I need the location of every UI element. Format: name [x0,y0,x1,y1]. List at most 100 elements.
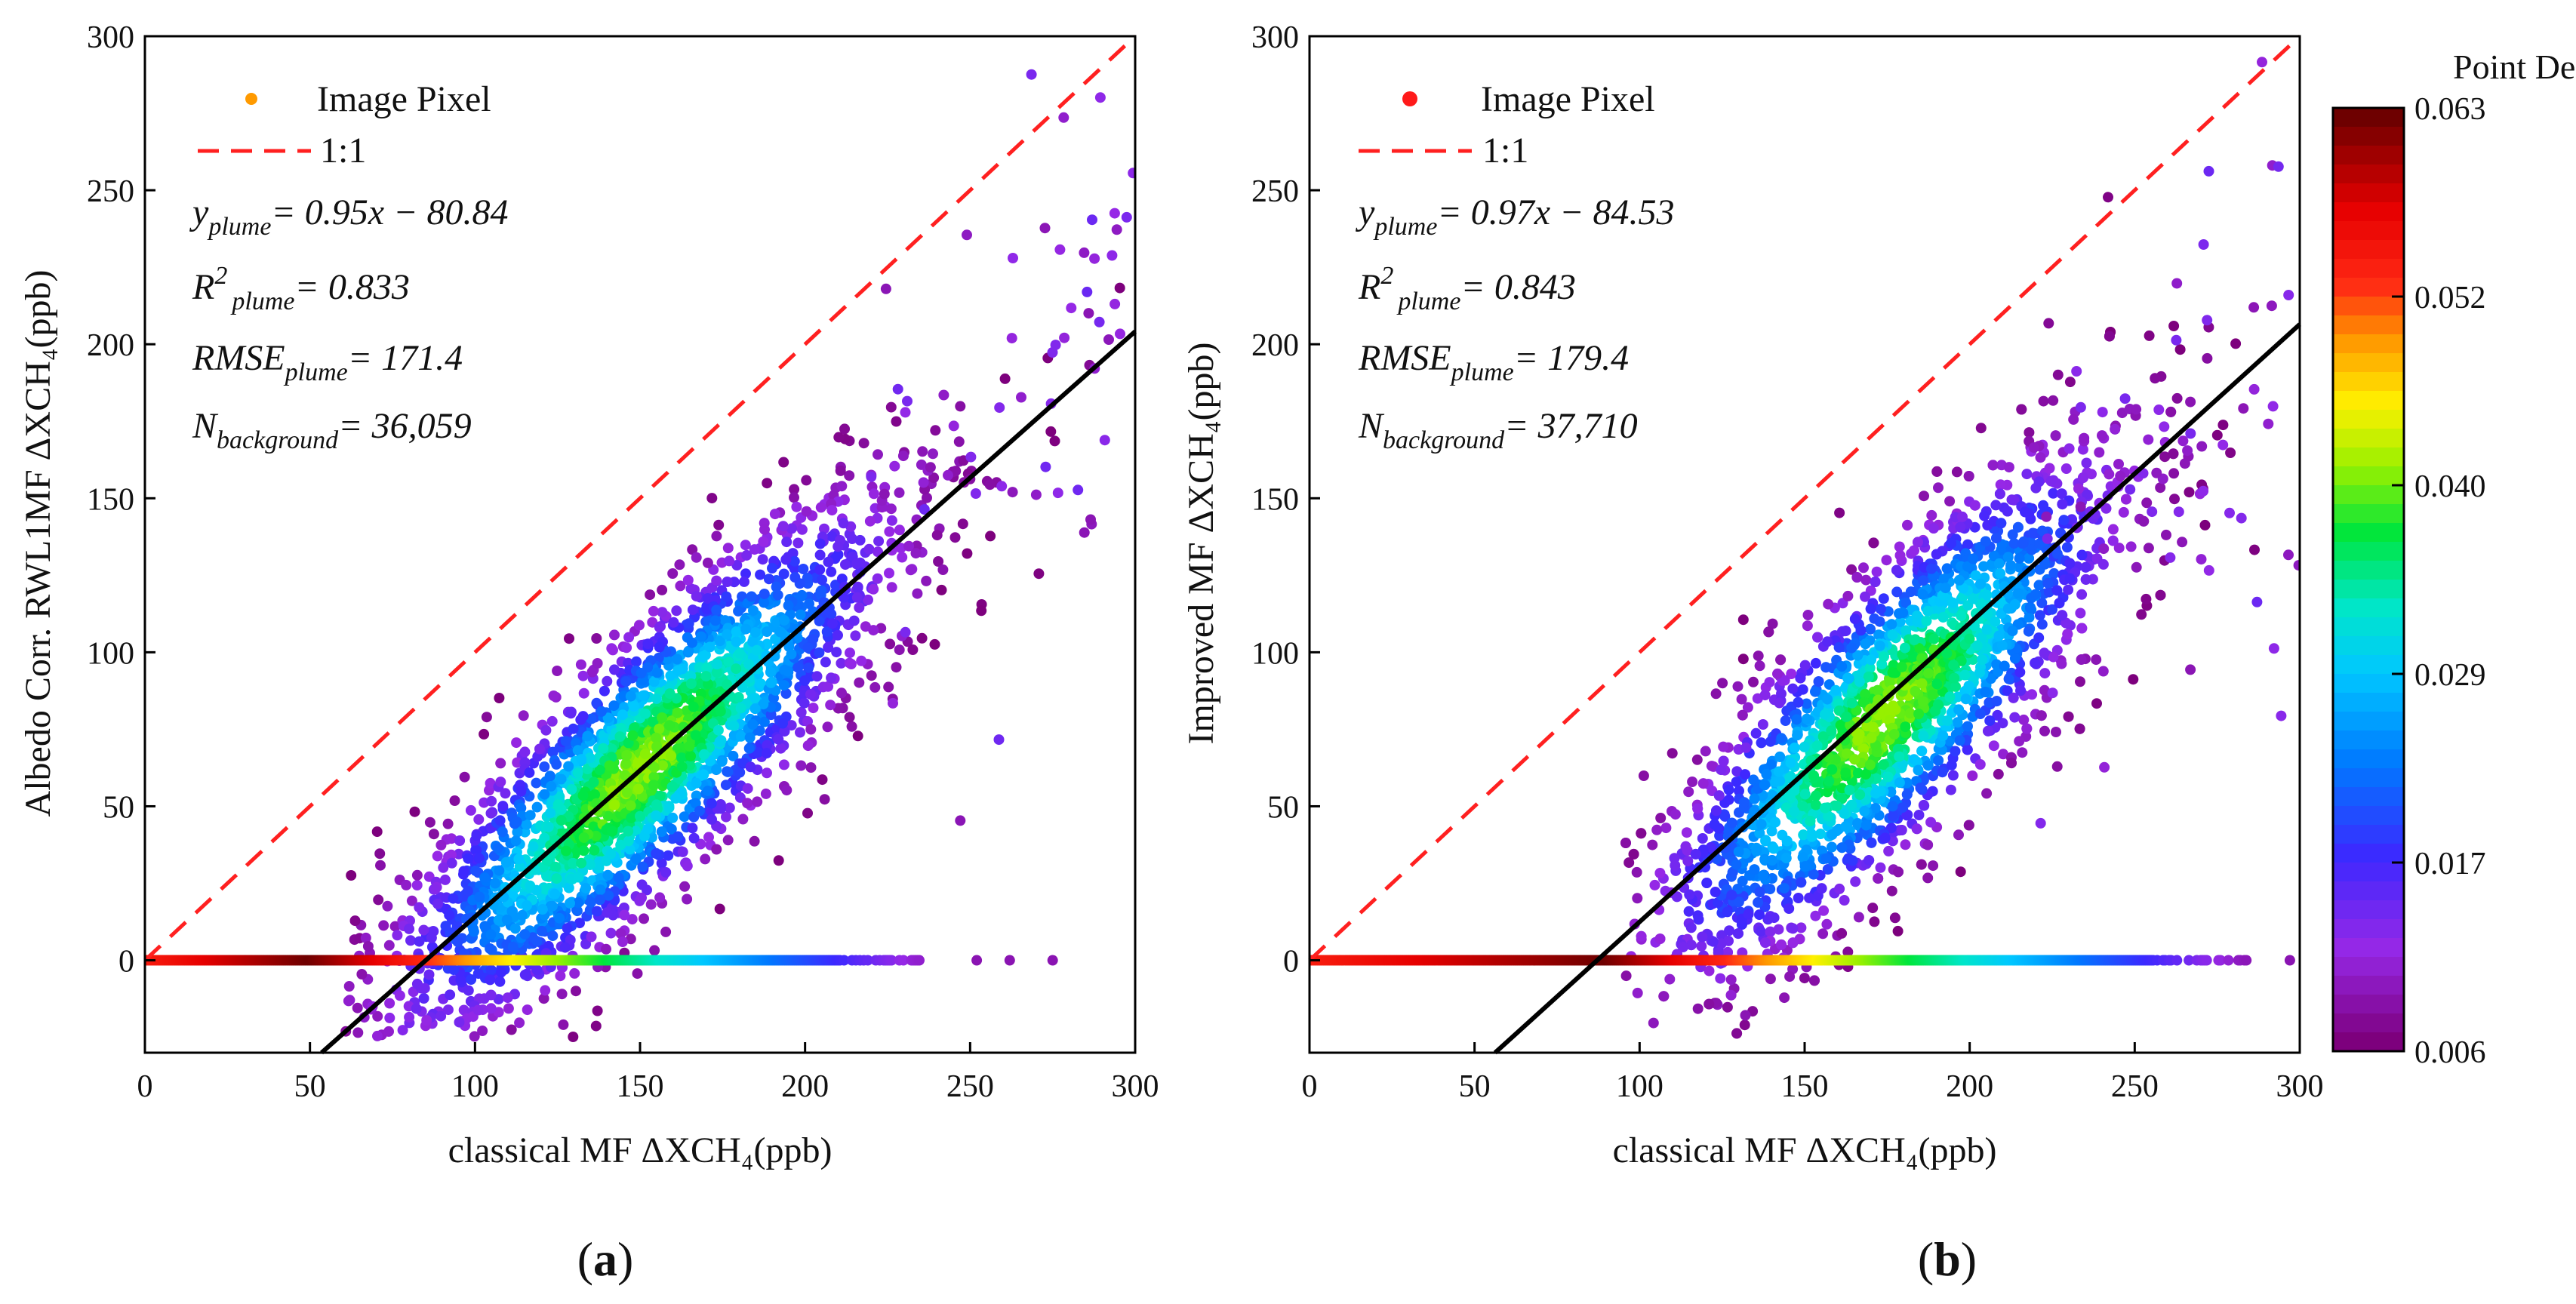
scatter-point [755,569,766,580]
scatter-point [657,584,668,595]
scatter-point [624,844,636,855]
scatter-point [731,663,742,675]
scatter-point [1654,868,1666,878]
scatter-point [639,749,651,760]
scatter-point [628,701,639,712]
scatter-point [470,865,482,876]
scatter-point [735,703,746,714]
scatter-point [352,1027,364,1038]
scatter-point [1731,777,1742,788]
scatter-point [836,687,847,699]
scatter-point [740,540,751,551]
scatter-point [885,401,897,413]
scatter-point [711,575,722,586]
scatter-point [1937,767,1948,778]
scatter-point [1900,625,1912,636]
scatter-point [814,538,826,549]
x-tick-label: 100 [451,1069,499,1104]
scatter-point [511,816,522,827]
scatter-point [1852,818,1864,829]
scatter-point [868,583,879,595]
scatter-point [373,894,384,906]
scatter-point [698,769,709,780]
scatter-point [1085,514,1096,525]
scatter-point [715,706,726,717]
scatter-point [1111,224,1122,235]
scatter-point [469,1031,480,1042]
scatter-point [1901,810,1913,821]
scatter-point [786,648,797,660]
scatter-point [651,799,662,810]
scatter-point [700,671,712,682]
scatter-point [778,759,789,770]
scatter-point [1995,479,2006,491]
scatter-point [706,813,717,825]
scatter-point [2168,321,2180,331]
scatter-point [1776,733,1787,744]
scatter-point [656,826,667,838]
scatter-point [929,638,940,650]
scatter-point [1724,925,1735,936]
scatter-point [444,909,455,921]
scatter-point [702,786,713,797]
scatter-point [609,799,620,810]
scatter-point [2113,459,2124,469]
scatter-point [703,832,714,843]
scatter-point [682,893,693,905]
scatter-point [648,676,660,687]
scatter-point [578,687,589,699]
scatter-point [589,844,600,856]
scatter-point [539,761,550,772]
scatter-point [602,712,614,724]
scatter-point [1651,824,1663,835]
scatter-point [928,448,938,460]
scatter-point [1106,250,1118,261]
y-tick-label: 300 [87,20,134,55]
scatter-point [1905,586,1916,598]
scatter-point [1881,555,1892,566]
scatter-point [1979,510,1990,521]
scatter-point [955,815,966,826]
scatter-point [1050,340,1061,351]
scatter-point [494,693,505,703]
scatter-point [2151,467,2162,478]
scatter-point [625,800,636,811]
scatter-point [466,974,477,985]
y-tick-label: 150 [87,482,134,517]
scatter-point [739,576,749,587]
scatter-point [651,848,662,860]
scatter-point [1094,316,1105,328]
scatter-point [823,556,834,567]
scatter-point [2174,344,2186,355]
scatter-point [976,605,987,617]
scatter-point [632,968,643,980]
scatter-point [531,777,542,789]
scatter-point [382,900,393,912]
scatter-point [514,1017,525,1029]
scatter-point [846,721,857,732]
scatter-point [418,993,429,1004]
scatter-point [556,773,567,785]
scatter-point [814,564,826,575]
scatter-point [642,638,654,650]
scatter-point [782,666,793,677]
scatter-point [687,823,698,834]
scatter-point [851,558,862,570]
scatter-point [1787,923,1799,934]
scatter-point [740,623,752,635]
scatter-point [749,627,761,638]
scatter-point [873,536,885,547]
scatter-point [2036,619,2048,630]
scatter-point [749,693,761,703]
scatter-point [723,656,734,667]
scatter-point [749,544,760,555]
scatter-point [684,740,695,752]
scatter-point [522,1004,533,1016]
scatter-point [606,743,617,755]
scatter-point [563,882,574,893]
scatter-point [1725,974,1737,986]
scatter-point [1962,721,1973,732]
scatter-point [996,481,1008,492]
